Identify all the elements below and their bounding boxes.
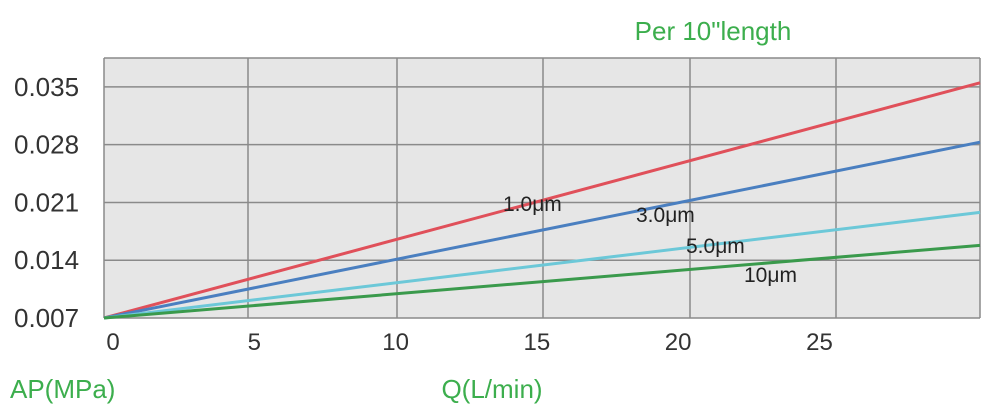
plot-area: [104, 58, 980, 318]
x-axis-ticks: 0 5 10 15 20 25: [106, 329, 832, 356]
series-layer: [103, 81, 981, 320]
x-tick-label: 5: [248, 329, 261, 356]
series-labels: 1.0μm 3.0μm 5.0μm 10μm: [503, 193, 797, 287]
plot-background: [104, 58, 980, 318]
series-line-2: [103, 210, 981, 320]
x-tick-label: 0: [106, 329, 119, 356]
series-line-1: [103, 140, 981, 320]
x-tick-label: 10: [382, 329, 409, 356]
x-axis-label: Q(L/min): [441, 374, 542, 404]
x-tick-label: 15: [524, 329, 551, 356]
y-tick-label: 0.014: [14, 245, 79, 275]
grid-lines: [103, 57, 981, 319]
series-label-2: 5.0μm: [686, 235, 745, 258]
x-tick-label: 20: [665, 329, 692, 356]
series-label-3: 10μm: [744, 264, 797, 287]
y-tick-label: 0.035: [14, 72, 79, 102]
chart-title: Per 10"length: [635, 16, 792, 46]
y-axis-label: AP(MPa): [10, 374, 115, 404]
x-tick-label: 25: [806, 329, 833, 356]
y-tick-label: 0.021: [14, 187, 79, 217]
series-label-0: 1.0μm: [503, 193, 562, 216]
y-tick-label: 0.007: [14, 303, 79, 333]
series-label-1: 3.0μm: [636, 204, 695, 227]
series-line-3: [103, 243, 981, 320]
y-axis-ticks: 0.007 0.014 0.021 0.028 0.035: [14, 72, 79, 333]
series-line-0: [103, 81, 981, 320]
y-tick-label: 0.028: [14, 130, 79, 160]
